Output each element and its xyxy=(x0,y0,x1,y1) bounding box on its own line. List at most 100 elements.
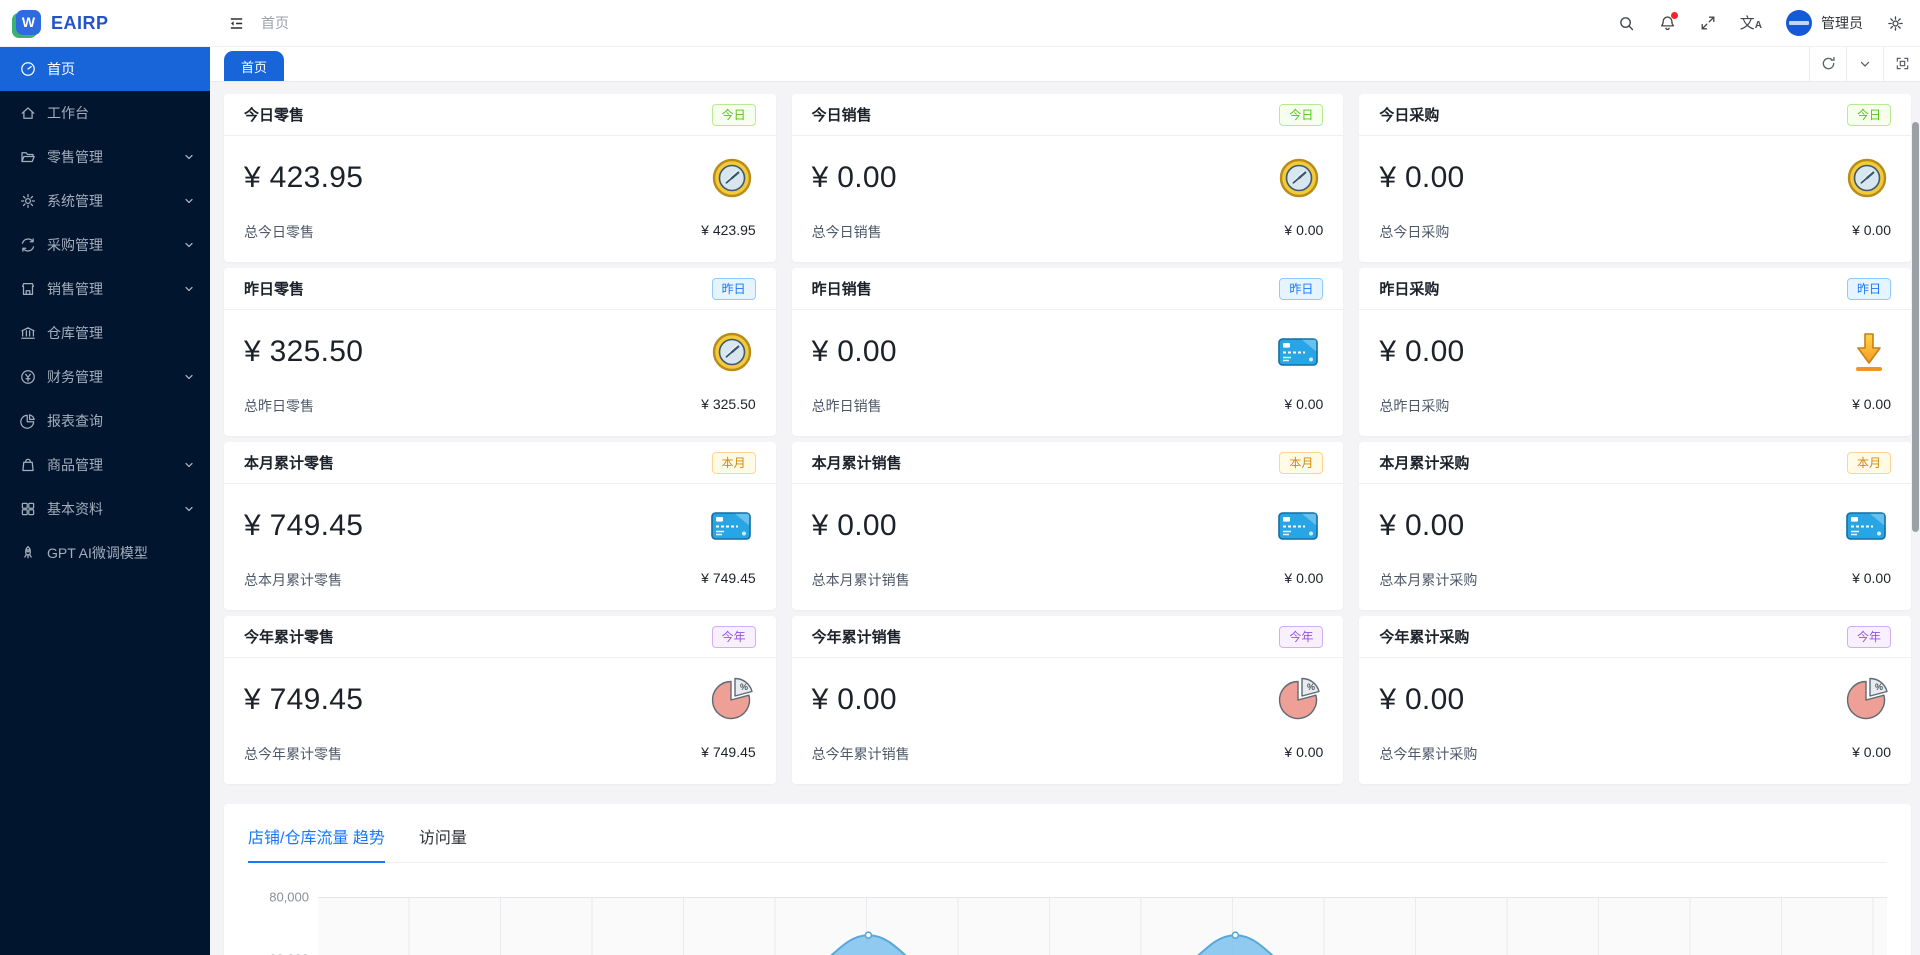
sidebar-item-12[interactable]: GPT AI微调模型 xyxy=(0,531,210,575)
card-footer-value: ¥ 423.95 xyxy=(701,222,756,238)
sidebar-item-6[interactable]: 销售管理 xyxy=(0,267,210,311)
card-value: ¥ 0.00 xyxy=(811,161,897,194)
sidebar-item-label: 工作台 xyxy=(47,105,89,121)
card-footer: 总今年累计销售 ¥ 0.00 xyxy=(792,742,1344,764)
app-logo[interactable]: W EAIRP xyxy=(0,9,210,38)
card-footer-value: ¥ 0.00 xyxy=(1284,222,1324,238)
sidebar-item-10[interactable]: 商品管理 xyxy=(0,443,210,487)
card-footer: 总昨日零售 ¥ 325.50 xyxy=(224,394,776,416)
sidebar-item-9[interactable]: 报表查询 xyxy=(0,399,210,443)
card-footer-value: ¥ 0.00 xyxy=(1284,744,1324,760)
card-body: ¥ 0.00 % xyxy=(792,658,1344,742)
chevron-down-icon xyxy=(184,460,194,470)
period-badge: 今年 xyxy=(711,625,756,648)
tab-home[interactable]: 首页 xyxy=(224,51,285,81)
card-footer-value: ¥ 325.50 xyxy=(701,396,756,412)
card-value: ¥ 423.95 xyxy=(244,161,364,194)
clock-icon xyxy=(712,158,751,198)
chevron-down-icon xyxy=(184,152,194,162)
card-value: ¥ 325.50 xyxy=(244,335,364,368)
data-point-marker xyxy=(1231,931,1240,940)
scrollbar-thumb[interactable] xyxy=(1912,122,1919,532)
card-value: ¥ 0.00 xyxy=(811,509,897,542)
card-header: 今日销售 今日 xyxy=(791,94,1344,136)
tab-visits[interactable]: 访问量 xyxy=(418,830,467,847)
card-footer-label: 总今日零售 xyxy=(244,224,314,240)
refresh-icon[interactable] xyxy=(1809,46,1846,81)
card-body: ¥ 749.45 xyxy=(224,484,776,568)
pie-percent-icon: % xyxy=(1846,677,1888,720)
user-name: 管理员 xyxy=(1821,15,1863,31)
card-body: ¥ 0.00 xyxy=(1359,136,1911,220)
sidebar-item-1[interactable]: 首页 xyxy=(0,47,210,91)
sidebar-collapse-icon[interactable] xyxy=(228,15,245,32)
card-footer-value: ¥ 0.00 xyxy=(1852,744,1891,760)
logo-text: EAIRP xyxy=(51,12,109,33)
card-title: 本月累计采购 xyxy=(1379,455,1470,472)
card-body: ¥ 749.45 % xyxy=(224,658,776,742)
card-footer: 总本月累计采购 ¥ 0.00 xyxy=(1359,568,1911,590)
card-icon xyxy=(1275,506,1321,546)
sidebar-item-8[interactable]: 财务管理 xyxy=(0,355,210,399)
dashboard-content: 今日零售 今日 ¥ 423.95 总今日零售 ¥ 423.95 今日销售 今日 … xyxy=(210,82,1920,955)
period-badge: 本月 xyxy=(711,451,756,474)
traffic-chart-card: 店铺/仓库流量 趋势 访问量 80,000 60,000 xyxy=(224,804,1911,955)
vertical-scrollbar[interactable] xyxy=(1911,82,1920,955)
y-tick-80000: 80,000 xyxy=(269,889,309,905)
period-badge: 昨日 xyxy=(1279,277,1324,300)
stat-card: 今年累计零售 今年 ¥ 749.45 % 总今年累计零售 ¥ 749.45 xyxy=(224,616,776,784)
sidebar-item-4[interactable]: 系统管理 xyxy=(0,179,210,223)
sidebar-item-11[interactable]: 基本资料 xyxy=(0,487,210,531)
user-menu[interactable]: 管理员 xyxy=(1786,10,1863,36)
card-value: ¥ 0.00 xyxy=(1379,509,1465,542)
period-badge: 昨日 xyxy=(1846,277,1891,300)
sidebar-item-label: 销售管理 xyxy=(47,281,103,297)
card-footer-value: ¥ 0.00 xyxy=(1284,570,1324,586)
retail-icon xyxy=(20,149,36,165)
period-badge: 昨日 xyxy=(711,277,756,300)
card-value: ¥ 0.00 xyxy=(811,335,897,368)
sidebar-item-2[interactable]: 工作台 xyxy=(0,91,210,135)
chart-y-axis: 80,000 60,000 xyxy=(248,890,318,955)
clock-icon xyxy=(710,330,754,374)
pie-percent-icon: % xyxy=(711,677,753,720)
sidebar-item-7[interactable]: 仓库管理 xyxy=(0,311,210,355)
tab-store-warehouse-trend[interactable]: 店铺/仓库流量 趋势 xyxy=(248,824,385,863)
sidebar-item-5[interactable]: 采购管理 xyxy=(0,223,210,267)
settings-gear-icon[interactable] xyxy=(1887,15,1904,32)
card-header: 昨日零售 昨日 xyxy=(224,268,776,310)
pie-percent-icon: % xyxy=(1279,677,1321,720)
sidebar-item-label: GPT AI微调模型 xyxy=(47,545,148,561)
sidebar-item-3[interactable]: 零售管理 xyxy=(0,135,210,179)
period-badge: 今日 xyxy=(1279,103,1324,126)
sidebar-item-label: 系统管理 xyxy=(47,193,103,209)
clock-icon xyxy=(712,332,751,372)
clock-icon xyxy=(710,156,754,200)
chevron-down-icon[interactable] xyxy=(1846,46,1883,81)
chart-plot[interactable] xyxy=(318,897,1887,955)
maximize-content-icon[interactable] xyxy=(1883,46,1920,81)
sidebar-item-label: 报表查询 xyxy=(47,413,103,429)
purchase-icon xyxy=(20,237,36,253)
pie-icon: % xyxy=(708,677,754,723)
period-badge: 本月 xyxy=(1846,451,1891,474)
search-icon[interactable] xyxy=(1618,15,1635,32)
card-footer: 总昨日销售 ¥ 0.00 xyxy=(792,394,1344,416)
clock-icon xyxy=(1280,158,1319,198)
card-footer: 总今日销售 ¥ 0.00 xyxy=(792,220,1344,242)
card-footer-label: 总昨日销售 xyxy=(811,398,882,414)
stat-card: 今日销售 今日 ¥ 0.00 总今日销售 ¥ 0.00 xyxy=(791,94,1344,262)
card-footer: 总昨日采购 ¥ 0.00 xyxy=(1359,394,1911,416)
download-arrow-icon xyxy=(1856,333,1882,371)
card-value: ¥ 0.00 xyxy=(1379,683,1465,716)
card-footer-label: 总本月累计采购 xyxy=(1379,572,1478,588)
card-title: 昨日零售 xyxy=(244,281,305,298)
fullscreen-icon[interactable] xyxy=(1700,15,1716,31)
card-icon xyxy=(1275,332,1321,372)
notification-bell-icon[interactable] xyxy=(1659,11,1678,32)
card-title: 今年累计零售 xyxy=(244,629,335,646)
credit-card-icon xyxy=(1278,338,1319,366)
language-translate-icon[interactable]: 文A xyxy=(1739,14,1762,32)
card-footer-label: 总今年累计零售 xyxy=(244,746,342,762)
sidebar-item-label: 采购管理 xyxy=(47,237,103,253)
